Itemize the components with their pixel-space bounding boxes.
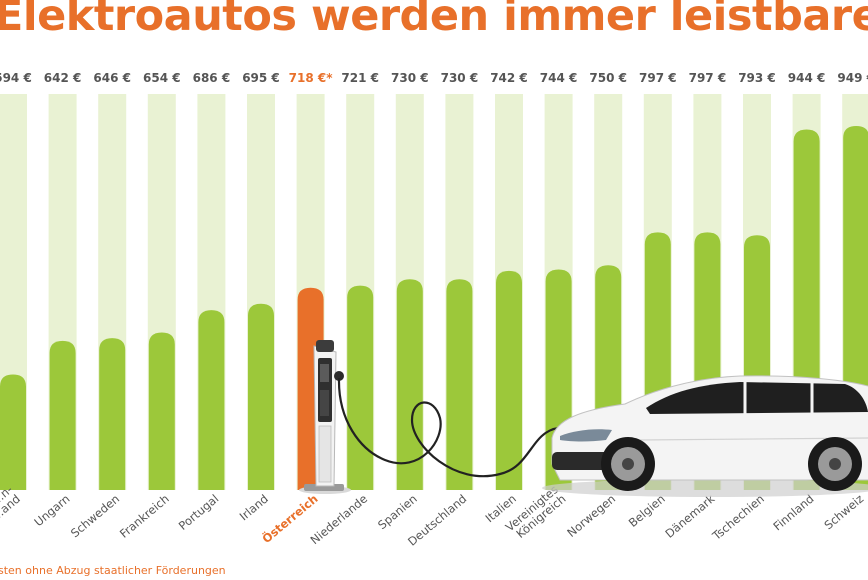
value-label: 793 € [738,71,776,85]
footnote: sten ohne Abzug staatlicher Förderungen [0,564,226,577]
category-label-line: Finnland [770,492,816,534]
bar [248,303,274,490]
category-label: Norwegen [564,492,618,540]
category-label-line: Dänemark [662,491,717,540]
category-label-line: Portugal [176,492,221,533]
category-label: Portugal [176,492,221,533]
bar [49,340,76,490]
category-label: Schweiz [821,492,866,533]
category-label-line: Schweiz [821,492,866,533]
value-label: 594 € [0,71,32,85]
value-label: 750 € [589,71,627,85]
category-label: Belgien [626,492,668,530]
chart-title: Elektroautos werden immer leistbarer [0,0,868,41]
category-label-line: Schweden [68,492,122,541]
category-label: Tschechien [709,492,767,544]
value-label: 654 € [143,71,181,85]
value-label: 721 € [341,71,379,85]
value-label: 949 € [837,71,868,85]
bar [198,310,225,490]
category-label: Schweden [68,492,122,541]
category-label: Irland [237,492,271,524]
category-label-line: Frankreich [117,492,172,541]
bar [99,338,126,490]
value-label: 718 €* [289,71,334,85]
category-label-line: Spanien [375,492,420,533]
category-label: Ungarn [31,492,72,530]
electric-car-icon [542,375,868,497]
category-label: Finnland [770,492,816,534]
category-label-line: Belgien [626,492,668,530]
value-label: 797 € [639,71,677,85]
value-label: 742 € [490,71,528,85]
value-label: 797 € [689,71,727,85]
bar [347,285,374,490]
value-label: 686 € [193,71,231,85]
bar [446,279,473,490]
category-label: Frankreich [117,492,172,541]
category-label: Dänemark [662,491,717,540]
category-label-line: Ungarn [31,492,72,530]
value-labels: 594 € 642 € 646 € 654 € 686 € 695 € 718 €* 721 … [0,71,868,85]
category-label-line: Norwegen [564,492,618,540]
category-label-line: Tschechien [709,492,767,544]
value-label: 646 € [93,71,131,85]
bar [496,270,522,490]
value-label: 744 € [540,71,578,85]
bar [148,332,175,490]
value-label: 730 € [441,71,479,85]
charging-station-icon [299,340,351,494]
category-label-line: Irland [237,492,271,524]
bar [0,374,26,490]
value-label: 944 € [788,71,826,85]
value-label: 730 € [391,71,429,85]
value-label: 642 € [44,71,82,85]
value-label: 695 € [242,71,280,85]
category-label: Spanien [375,492,420,533]
charging-cable [337,377,573,478]
